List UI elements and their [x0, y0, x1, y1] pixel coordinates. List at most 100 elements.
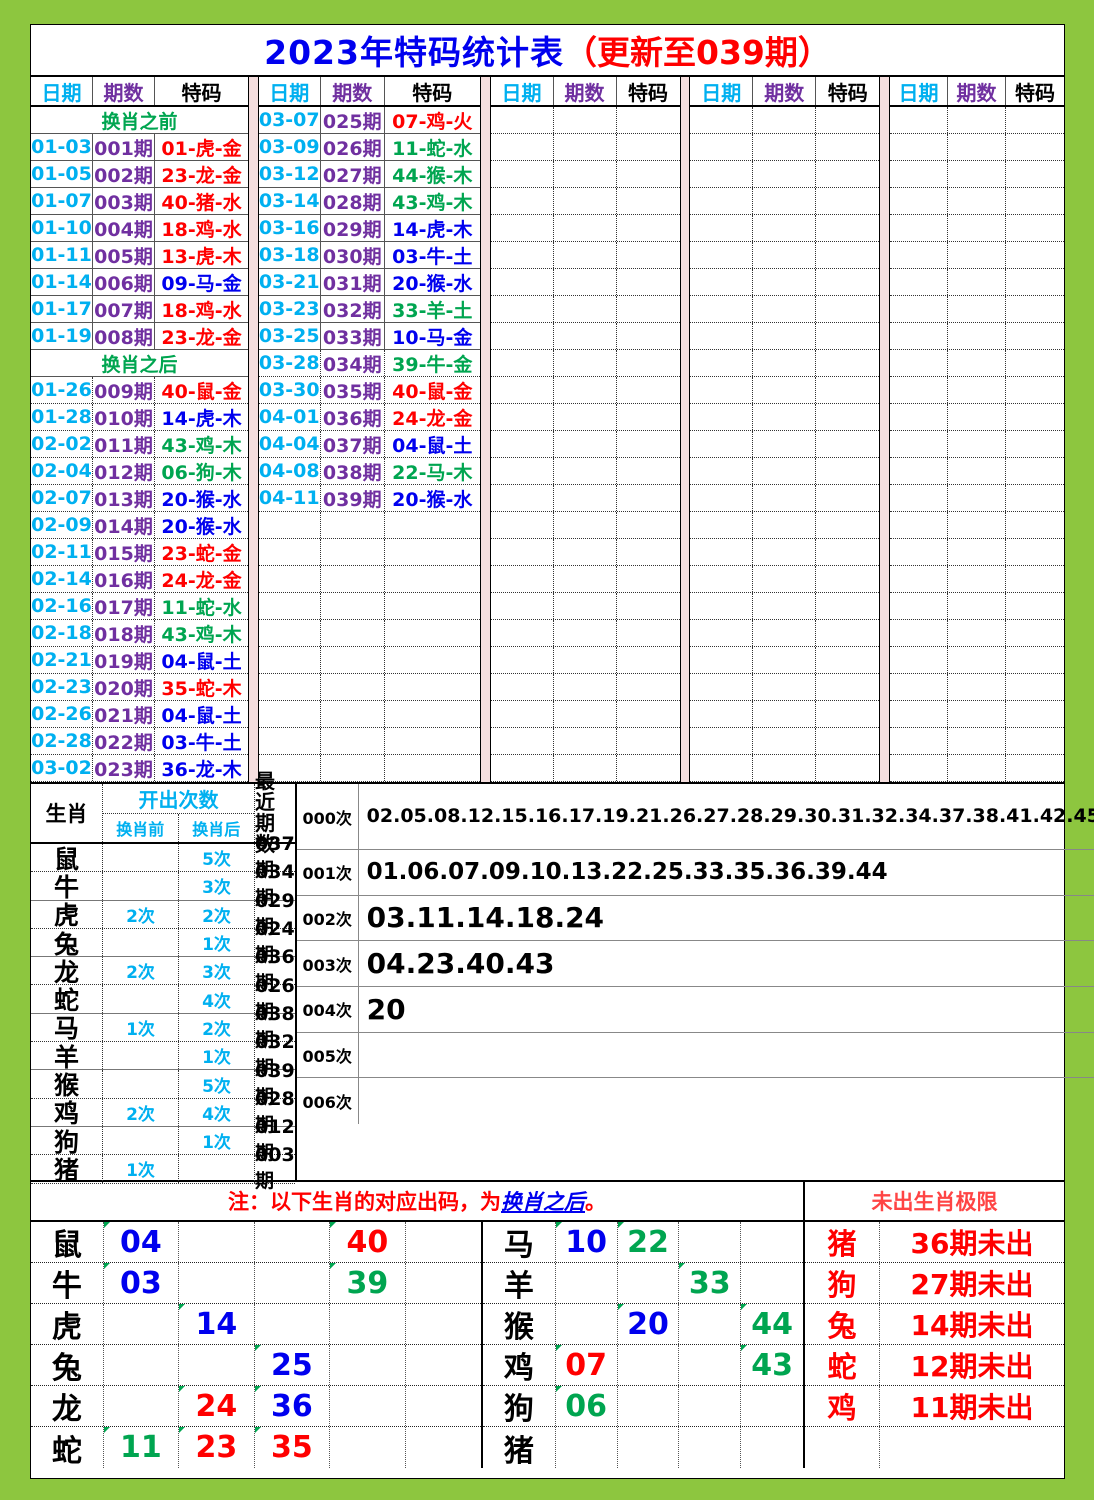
cell-issue [554, 377, 617, 403]
frequency-row: 005次共0个 [296, 1032, 1094, 1079]
history-row: 02-09 014期 20-猴-水 [31, 512, 248, 539]
cell-issue [321, 620, 385, 646]
cell-code [816, 674, 879, 700]
cell-issue [753, 593, 817, 619]
history-row [690, 215, 880, 242]
history-row [890, 485, 1064, 512]
missing-limit-row: 兔 14期未出 [805, 1304, 1064, 1345]
cell-issue: 034期 [321, 350, 385, 376]
cell-date [491, 269, 554, 295]
cell-date [890, 701, 948, 727]
cell-issue [554, 755, 617, 781]
cell-date [690, 296, 754, 322]
cell-code: 43-鸡-木 [161, 623, 242, 646]
cell-issue: 013期 [93, 485, 155, 511]
cell-code [617, 134, 680, 160]
history-row [890, 701, 1064, 728]
cell-issue: 010期 [93, 404, 155, 430]
header-counts: 开出次数 [103, 784, 254, 814]
history-row [490, 296, 680, 323]
cell-issue: 012期 [93, 458, 155, 484]
history-row [490, 620, 680, 647]
history-row [690, 242, 880, 269]
count-after: 4次 [179, 985, 255, 1013]
history-row [890, 512, 1064, 539]
cell-date [690, 539, 754, 565]
frequency-row: 006次共0个 [297, 1078, 1094, 1124]
history-row: 03-25 033期 10-马-金 [258, 323, 480, 350]
header-issue: 期数 [948, 77, 1006, 105]
cell-date: 03-18 [258, 242, 321, 268]
zodiac-map-cell: 06 [555, 1386, 618, 1426]
zodiac-map-cell [406, 1222, 481, 1262]
missing-zodiac: 猪 [805, 1222, 880, 1262]
section-label: 换肖之前 [101, 110, 178, 133]
cell-date [690, 728, 754, 754]
cell-date: 03-14 [258, 188, 321, 214]
cell-issue: 035期 [321, 377, 385, 403]
history-row: 04-04 037期 04-鼠-土 [258, 431, 480, 458]
count-before [103, 1042, 179, 1070]
history-row [690, 566, 880, 593]
cell-date [690, 620, 754, 646]
history-row [690, 269, 880, 296]
cell-issue [321, 539, 385, 565]
zodiac-map-cell [255, 1263, 331, 1303]
history-header-4: 日期 期数 特码 [690, 77, 880, 107]
section-label: 换肖之后 [101, 353, 178, 376]
history-row [690, 188, 880, 215]
cell-code [1006, 539, 1064, 565]
count-before [103, 928, 179, 957]
cell-issue [753, 431, 817, 457]
cell-issue [753, 755, 817, 781]
cell-code [385, 620, 480, 646]
history-row [890, 620, 1064, 647]
note-row: 注：以下生肖的对应出码，为 换肖之后。 未出生肖极限 [31, 1182, 1064, 1222]
cell-issue [554, 107, 617, 133]
zodiac-map-cell [255, 1222, 331, 1262]
cell-code [816, 242, 879, 268]
history-row [690, 674, 880, 701]
cell-date [690, 512, 754, 538]
cell-code [617, 242, 680, 268]
history-row: 01-26 009期 40-鼠-金 [31, 377, 248, 404]
history-header-3: 日期 期数 特码 [490, 77, 680, 107]
cell-issue: 022期 [93, 728, 155, 754]
cell-code [816, 269, 879, 295]
cell-issue: 028期 [321, 188, 385, 214]
cell-code [617, 269, 680, 295]
column-separator-3 [679, 77, 691, 782]
cell-issue [753, 215, 817, 241]
cell-date [491, 539, 554, 565]
zodiac-table-header: 生肖 开出次数 换肖前 换肖后 最近 期数 [31, 771, 295, 855]
history-row [490, 350, 680, 377]
zodiac-row: 牛 3次 034期 [31, 861, 295, 909]
history-row [690, 647, 880, 674]
cell-code [816, 296, 879, 322]
header-counts-group: 开出次数 换肖前 换肖后 [103, 784, 255, 842]
cell-issue [948, 188, 1006, 214]
cell-code: 40-猪-水 [161, 191, 242, 214]
cell-date [491, 377, 554, 403]
history-header-2: 日期 期数 特码 [258, 77, 480, 107]
cell-code [385, 755, 480, 781]
cell-code [1006, 674, 1064, 700]
cell-date: 03-30 [258, 377, 321, 403]
cell-code [617, 755, 680, 781]
header-issue: 期数 [321, 77, 385, 105]
missing-count: 11期未出 [910, 1391, 1034, 1424]
cell-issue [554, 593, 617, 619]
zodiac-map-cell [556, 1427, 618, 1468]
frequency-row: 004次20共1个 [296, 986, 1094, 1033]
cell-issue [948, 539, 1006, 565]
count-before: 2次 [103, 900, 179, 928]
cell-date [890, 242, 948, 268]
history-row [490, 134, 680, 161]
frequency-table: 000次 02.05.08.12.15.16.17.19.21.26.27.28.… [296, 784, 1094, 1180]
cell-issue [948, 647, 1006, 673]
zodiac-map-cell [679, 1386, 742, 1426]
history-row [890, 458, 1064, 485]
header-before: 换肖前 [103, 814, 179, 842]
history-row [490, 242, 680, 269]
history-row: 03-12 027期 44-猴-木 [258, 161, 480, 188]
